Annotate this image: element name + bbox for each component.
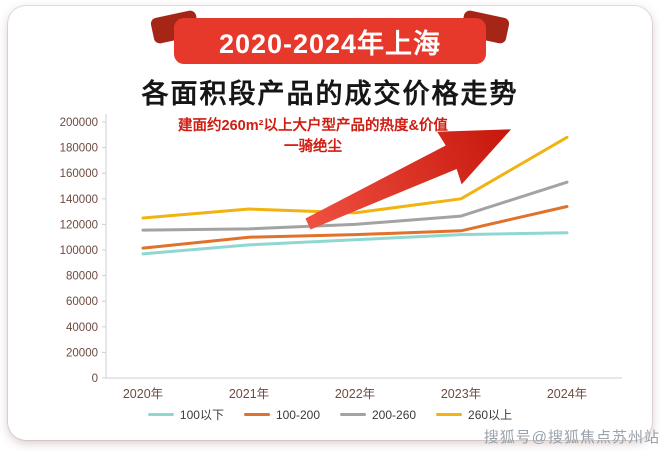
y-tick-label: 140000: [60, 194, 98, 206]
y-tick-label: 60000: [66, 296, 98, 308]
legend-marker: [147, 413, 174, 416]
legend-label: 100以下: [179, 408, 224, 422]
y-tick-label: 20000: [66, 347, 98, 359]
y-tick-label: 180000: [60, 143, 98, 155]
x-tick-label: 2024年: [547, 387, 587, 401]
series-line-100-200: [141, 204, 569, 250]
title-ribbon: 2020-2024年上海: [174, 18, 486, 64]
series-line-260以上: [141, 135, 569, 220]
legend-label: 200-260: [372, 407, 417, 422]
legend-item-200-260: 200-260: [340, 408, 416, 422]
legend-item-100以下: 100以下: [147, 406, 224, 423]
chart-title: 各面积段产品的成交价格走势: [141, 79, 519, 109]
series-line-100以下: [141, 231, 569, 256]
annotation: 建面约260m²以上大户型产品的热度&价值 一骑绝尘: [123, 116, 503, 158]
legend-marker: [340, 413, 366, 416]
legend: 100以下 100-200 200-260 260以上: [8, 406, 652, 423]
y-tick-label: 0: [92, 373, 98, 385]
banner-title: 2020-2024年上海: [218, 28, 442, 59]
x-tick-label: 2023年: [441, 387, 481, 401]
y-tick-label: 80000: [66, 271, 98, 283]
annotation-line-1: 建面约260m²以上大户型产品的热度&价值: [178, 118, 448, 134]
y-tick-label: 40000: [66, 322, 98, 334]
price-trend-chart: 0 20000 40000 60000 80000 100000 120000 140000 1…: [60, 114, 622, 401]
legend-item-100-200: 100-200: [243, 407, 320, 422]
legend-item-260以上: 260以上: [436, 406, 512, 423]
chart-card: 2020-2024年上海 各面积段产品的成交价格走势 0 20000 40000 60…: [8, 6, 652, 440]
legend-marker: [243, 413, 270, 416]
series-line-200-260: [141, 180, 569, 232]
y-tick-label: 100000: [60, 245, 98, 257]
y-tick-label: 120000: [60, 219, 98, 231]
watermark: 搜狐号@搜狐焦点苏州站: [483, 429, 660, 446]
x-tick-label: 2021年: [229, 387, 269, 401]
legend-label: 260以上: [468, 408, 513, 422]
chart-area: 0 20000 40000 60000 80000 100000 120000 140000 1…: [18, 106, 642, 406]
y-tick-label: 160000: [60, 168, 98, 180]
trend-arrow: [305, 129, 512, 230]
legend-marker: [436, 413, 463, 416]
legend-label: 100-200: [275, 407, 320, 422]
annotation-line-2: 一骑绝尘: [284, 139, 342, 156]
x-tick-label: 2020年: [123, 387, 163, 401]
y-tick-label: 200000: [60, 117, 98, 129]
x-tick-label: 2022年: [335, 387, 375, 401]
